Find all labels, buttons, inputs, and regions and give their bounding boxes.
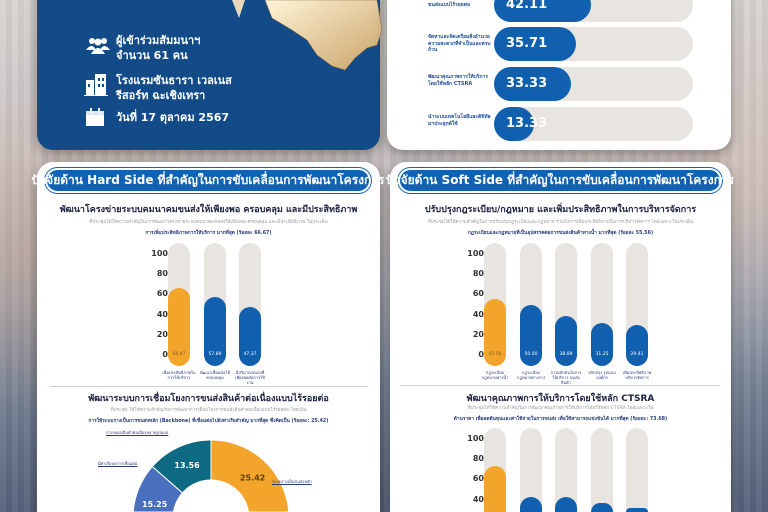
- soft-section2-highlight: ด้านราคา เพื่อลดต้นทุนและค่าใช้จ่ายในการ…: [453, 417, 668, 422]
- bar-value-label: 29.41: [630, 351, 644, 357]
- ranking-track: 13.33: [494, 107, 693, 141]
- soft-section1-desc: ที่ประชุมได้ให้ความสำคัญในการปรับปรุงกฎร…: [427, 220, 694, 225]
- ranking-bar: 33.33: [494, 67, 571, 101]
- bar-value-label: 55.56: [488, 351, 502, 357]
- soft-side-title: ปัจจัยด้าน Soft Side ที่สำคัญในการขับเคล…: [386, 168, 734, 193]
- bar: 38.89: [555, 315, 577, 366]
- donut-slice: [210, 439, 290, 512]
- ranking-label: เชื่อมโยงและเชื่อมต่อการขนส่งแบบไร้รอยต่…: [428, 0, 483, 8]
- ranking-label: จัดหาและจัดเตรียมสิ่งอำนวยความสะดวกที่จำ…: [428, 34, 491, 53]
- y-tick-label: 80: [156, 269, 168, 279]
- divider: [400, 385, 720, 386]
- bar-category-label: เพิ่มประสิทธิภาพ บริหารจัดการ: [622, 370, 652, 380]
- bar: 31.25: [591, 323, 613, 366]
- participants-count: จำนวน 61 คน: [116, 49, 188, 62]
- donut-value-label: 15.25: [142, 500, 168, 509]
- y-tick-label: 100: [151, 249, 168, 258]
- bar-track: [591, 428, 613, 512]
- bar-category-label: พัฒนาเชื่อมต่อให้ครอบคลุม: [200, 370, 230, 380]
- participants-text: ผู้เข้าร่วมสัมมนาฯ จำนวน 61 คน: [116, 33, 200, 63]
- bar: 66.67: [168, 287, 190, 366]
- bar-value-label: 47.37: [243, 351, 257, 357]
- hard-section1-highlight: การเพิ่มประสิทธิภาพการให้บริการ มากที่สุ…: [145, 231, 272, 236]
- ranking-bar: 13.33: [494, 107, 547, 141]
- donut-value-label: 25.42: [240, 474, 265, 483]
- y-tick-label: 0: [478, 350, 484, 359]
- bar: 29.41: [626, 325, 648, 366]
- bar: [626, 508, 648, 512]
- bar-track: [626, 428, 648, 512]
- province-map-icon: [232, 0, 383, 71]
- soft-section2-subtitle: พัฒนาคุณภาพการให้บริการโดยใช้หลัก CTSRA: [466, 394, 655, 404]
- y-tick-label: 40: [472, 309, 484, 319]
- bar-category-label: มีปริมาณขนส่งที่เพียงพอต่อการใช้งาน: [235, 370, 265, 385]
- bar-category-label: การผลักดันในการให้บริการ ขนส่งสินค้า: [550, 370, 582, 385]
- ranking-track: 35.71: [494, 27, 693, 61]
- bar-track: [555, 428, 577, 512]
- y-tick-label: 20: [156, 329, 168, 339]
- venue-line1: โรงแรมซันธารา เวลเนส: [116, 74, 232, 87]
- ranking-label: พัฒนาคุณภาพการให้บริการโดยใช้หลัก CTSRA: [428, 74, 489, 87]
- ranking-track: 33.33: [494, 67, 693, 101]
- y-tick-label: 0: [162, 350, 168, 359]
- bar: [591, 502, 613, 512]
- bar-category-label: เพิ่มประสิทธิภาพในการให้บริการ: [162, 370, 196, 380]
- bar: 55.56: [484, 298, 506, 366]
- y-tick-label: 40: [472, 494, 484, 504]
- bar-category-label: กฎระเบียบ กฎหมายทางราง: [516, 370, 546, 380]
- bar: 57.89: [204, 296, 226, 366]
- donut-slice: [151, 439, 212, 494]
- y-tick-label: 40: [156, 309, 168, 319]
- hard-side-title: ปัจจัยด้าน Hard Side ที่สำคัญในการขับเคล…: [32, 168, 384, 193]
- bar-category-label: ปรับปรุง รูปแบบองค์กร: [588, 370, 616, 380]
- bar-track: [520, 428, 542, 512]
- y-tick-label: 100: [467, 434, 484, 443]
- soft-section2-desc: ที่ประชุมได้ให้ความสำคัญในการพัฒนาคุณภาพ…: [467, 406, 654, 411]
- bar: 47.37: [239, 307, 261, 366]
- soft-section1-highlight: กฎระเบียบและกฎหมายที่เป็นอุปสรรคต่อการขน…: [467, 231, 654, 236]
- venue-line2: รีสอร์ท ฉะเชิงเทรา: [116, 89, 206, 102]
- y-tick-label: 100: [467, 249, 484, 258]
- donut-category-label: การขนส่งสินค้าต่อเนื่องหลายรูปแบบ: [106, 430, 169, 435]
- y-tick-label: 60: [156, 289, 168, 299]
- ranking-label: นำระบบเทคโนโลยีและดิจิทัลมาประยุกต์ใช้: [428, 114, 491, 127]
- ranking-bar: 35.71: [494, 27, 577, 61]
- hard-section2-desc: ที่ประชุม ได้ให้ความสำคัญกับการพัฒนาการเ…: [110, 408, 307, 413]
- y-tick-label: 20: [472, 329, 484, 339]
- y-tick-label: 60: [472, 474, 484, 484]
- ranking-bar: 42.11: [494, 0, 591, 22]
- bar: 50.00: [520, 304, 542, 366]
- calendar-icon: [86, 108, 104, 126]
- hard-section1-subtitle: พัฒนาโครงข่ายระบบคมนาคมขนส่งให้เพียงพอ ค…: [59, 205, 358, 215]
- bar-value-label: 31.25: [595, 352, 609, 357]
- y-tick-label: 80: [472, 454, 484, 464]
- bar-value-label: 57.89: [208, 351, 222, 357]
- event-info-card: ผู้เข้าร่วมสัมมนาฯ จำนวน 61 คน โรงแรมซัน…: [37, 0, 383, 150]
- bar: [555, 497, 577, 512]
- event-date: วันที่ 17 ตุลาคม 2567: [116, 111, 230, 124]
- people-icon: [86, 38, 110, 54]
- bar-value-label: 38.89: [559, 351, 573, 357]
- building-icon: [84, 74, 108, 96]
- bar: [520, 497, 542, 512]
- y-tick-label: 60: [472, 289, 484, 299]
- bar-value-label: 50.00: [524, 352, 538, 357]
- bar-category-label: กฎระเบียบ กฎหมายทางน้ำ: [481, 370, 509, 380]
- donut-value-label: 13.56: [174, 461, 200, 470]
- soft-section1-subtitle: ปรับปรุงกฎระเบียบ/กฎหมาย และเพิ่มประสิทธ…: [424, 205, 697, 215]
- participants-label: ผู้เข้าร่วมสัมมนาฯ: [116, 34, 201, 47]
- venue-text: โรงแรมซันธารา เวลเนส รีสอร์ท ฉะเชิงเทรา: [116, 73, 232, 103]
- donut-category-label: มีท่าเรือบกการเชื่อมต่อ: [98, 461, 138, 466]
- ranking-track: 42.11: [494, 0, 693, 22]
- divider: [50, 386, 368, 387]
- y-tick-label: 80: [472, 269, 484, 279]
- bar-value-label: 66.67: [172, 351, 186, 357]
- donut-category-label: ระบบรางเป็นขนส่งหลัก: [272, 479, 312, 484]
- hard-section2-highlight: การให้ระบบรางเป็นการขนส่งหลัก (Backbone)…: [88, 419, 329, 424]
- bar: [484, 465, 506, 512]
- hard-section1-desc: ที่ประชุมได้ให้ความสำคัญในการพัฒนาโครงข่…: [89, 220, 328, 225]
- hard-section2-subtitle: พัฒนาระบบการเชื่อมโยงการขนส่งสินค้าต่อเน…: [88, 394, 329, 404]
